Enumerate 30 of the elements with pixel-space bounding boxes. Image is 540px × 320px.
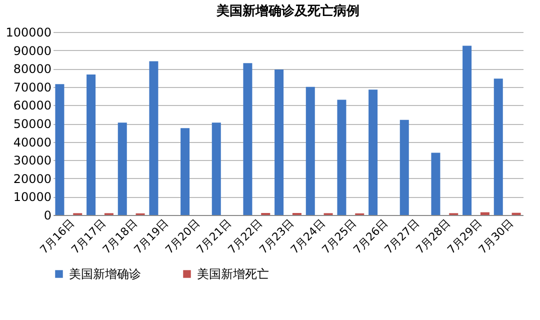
- y-tick-label: 0: [44, 208, 52, 222]
- y-tick-label: 20000: [13, 172, 52, 186]
- bar: [118, 122, 127, 215]
- bar: [149, 61, 158, 215]
- y-tick-label: 40000: [13, 135, 52, 150]
- bar: [337, 100, 346, 215]
- y-tick-label: 30000: [13, 154, 52, 168]
- bar: [212, 122, 221, 215]
- bar: [55, 84, 64, 215]
- y-tick-label: 90000: [13, 44, 52, 58]
- y-tick-label: 70000: [13, 80, 52, 94]
- y-tick-label: 80000: [13, 62, 52, 76]
- bar: [86, 74, 96, 215]
- bar: [274, 70, 284, 215]
- y-tick-label: 60000: [13, 98, 52, 113]
- bar: [180, 128, 190, 215]
- bar: [400, 120, 409, 215]
- bar: [368, 90, 378, 215]
- y-tick-label: 50000: [13, 117, 52, 131]
- chart-title: 美国新增确诊及死亡病例: [216, 3, 360, 19]
- y-tick-label: 100000: [6, 26, 52, 40]
- legend-label: 美国新增死亡: [197, 267, 269, 281]
- bar: [431, 152, 440, 215]
- bar: [243, 63, 252, 215]
- bar: [494, 78, 503, 215]
- y-tick-label: 10000: [13, 190, 52, 204]
- bar: [462, 46, 472, 215]
- bar: [480, 212, 490, 215]
- legend-label: 美国新增确诊: [69, 267, 141, 281]
- bar: [306, 86, 315, 215]
